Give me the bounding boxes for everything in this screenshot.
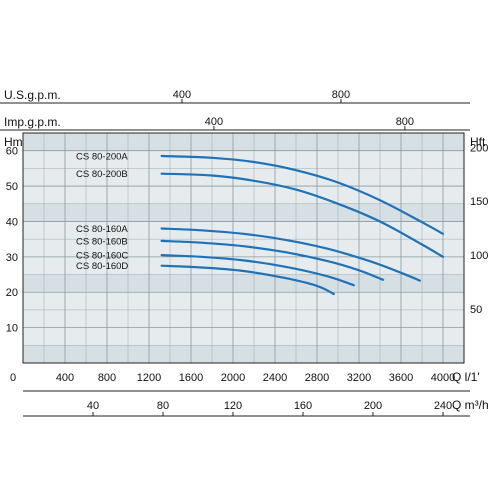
y-tick-label: 60 (6, 146, 18, 158)
impgpm-scale: Imp.g.p.m. 400 800 (0, 115, 470, 131)
grid-band (23, 274, 464, 293)
curve-label-2: CS 80-200B (76, 169, 128, 180)
grid-band (23, 203, 464, 222)
plot-frame (22, 132, 465, 364)
x-tick-label: 3600 (389, 372, 413, 384)
x-tick-label: 4000 (431, 372, 455, 384)
curve-2 (160, 172, 445, 258)
m3h-tick-label: 120 (224, 400, 242, 412)
x-tick-label: 1600 (179, 372, 203, 384)
grid-band (23, 133, 464, 151)
impgpm-label: Imp.g.p.m. (4, 115, 61, 129)
curve-label-5: CS 80-160C (76, 251, 128, 262)
m3h-tick-label: 200 (364, 400, 382, 412)
curve-label-1: CS 80-200A (76, 152, 128, 163)
y-axis-unit-label: Hm (4, 135, 23, 149)
y-tick-label: 10 (6, 323, 18, 335)
m3h-label: Q m³/h (452, 398, 489, 412)
impgpm-tick-label: 400 (205, 116, 223, 128)
curve-4 (160, 239, 385, 281)
x-tick-label: 2000 (221, 372, 245, 384)
x-tick-label: 1200 (137, 372, 161, 384)
y2-tick-label: 150 (470, 196, 488, 208)
curve-6 (160, 264, 335, 296)
curve-5 (160, 254, 355, 287)
y-tick-label: 20 (6, 287, 18, 299)
x-tick-label: 400 (56, 372, 74, 384)
plot-area (22, 132, 465, 364)
grid-band (23, 345, 464, 363)
curve-label-4: CS 80-160B (76, 236, 128, 247)
usgpm-tick-label: 400 (173, 89, 191, 101)
curve-3 (160, 227, 421, 282)
impgpm-tick-label: 800 (396, 116, 414, 128)
x-tick-label: 800 (98, 372, 116, 384)
m3h-tick-label: 80 (157, 400, 169, 412)
y2-tick-label: 200 (470, 142, 488, 154)
curve-1 (160, 154, 445, 235)
y2-axis-unit-label: Hft (470, 135, 486, 149)
x-tick-label: 0 (10, 372, 16, 384)
y-tick-label: 40 (6, 216, 18, 228)
y2-tick-label: 50 (470, 304, 482, 316)
y2-tick-label: 100 (470, 250, 488, 262)
usgpm-scale: U.S.g.p.m. 400 800 (0, 88, 470, 104)
m3h-tick-label: 160 (294, 400, 312, 412)
x-axis-unit-label: Q l/1' (452, 370, 480, 384)
curve-label-6: CS 80-160D (76, 261, 128, 272)
x-tick-label: 2400 (263, 372, 287, 384)
usgpm-label: U.S.g.p.m. (4, 88, 61, 102)
usgpm-tick-label: 800 (332, 89, 350, 101)
m3h-tick-label: 40 (87, 400, 99, 412)
x-tick-label: 3200 (347, 372, 371, 384)
y-tick-label: 30 (6, 252, 18, 264)
y-tick-label: 50 (6, 181, 18, 193)
curve-label-3: CS 80-160A (76, 224, 128, 235)
m3h-tick-label: 240 (434, 400, 452, 412)
x-tick-label: 2800 (305, 372, 329, 384)
